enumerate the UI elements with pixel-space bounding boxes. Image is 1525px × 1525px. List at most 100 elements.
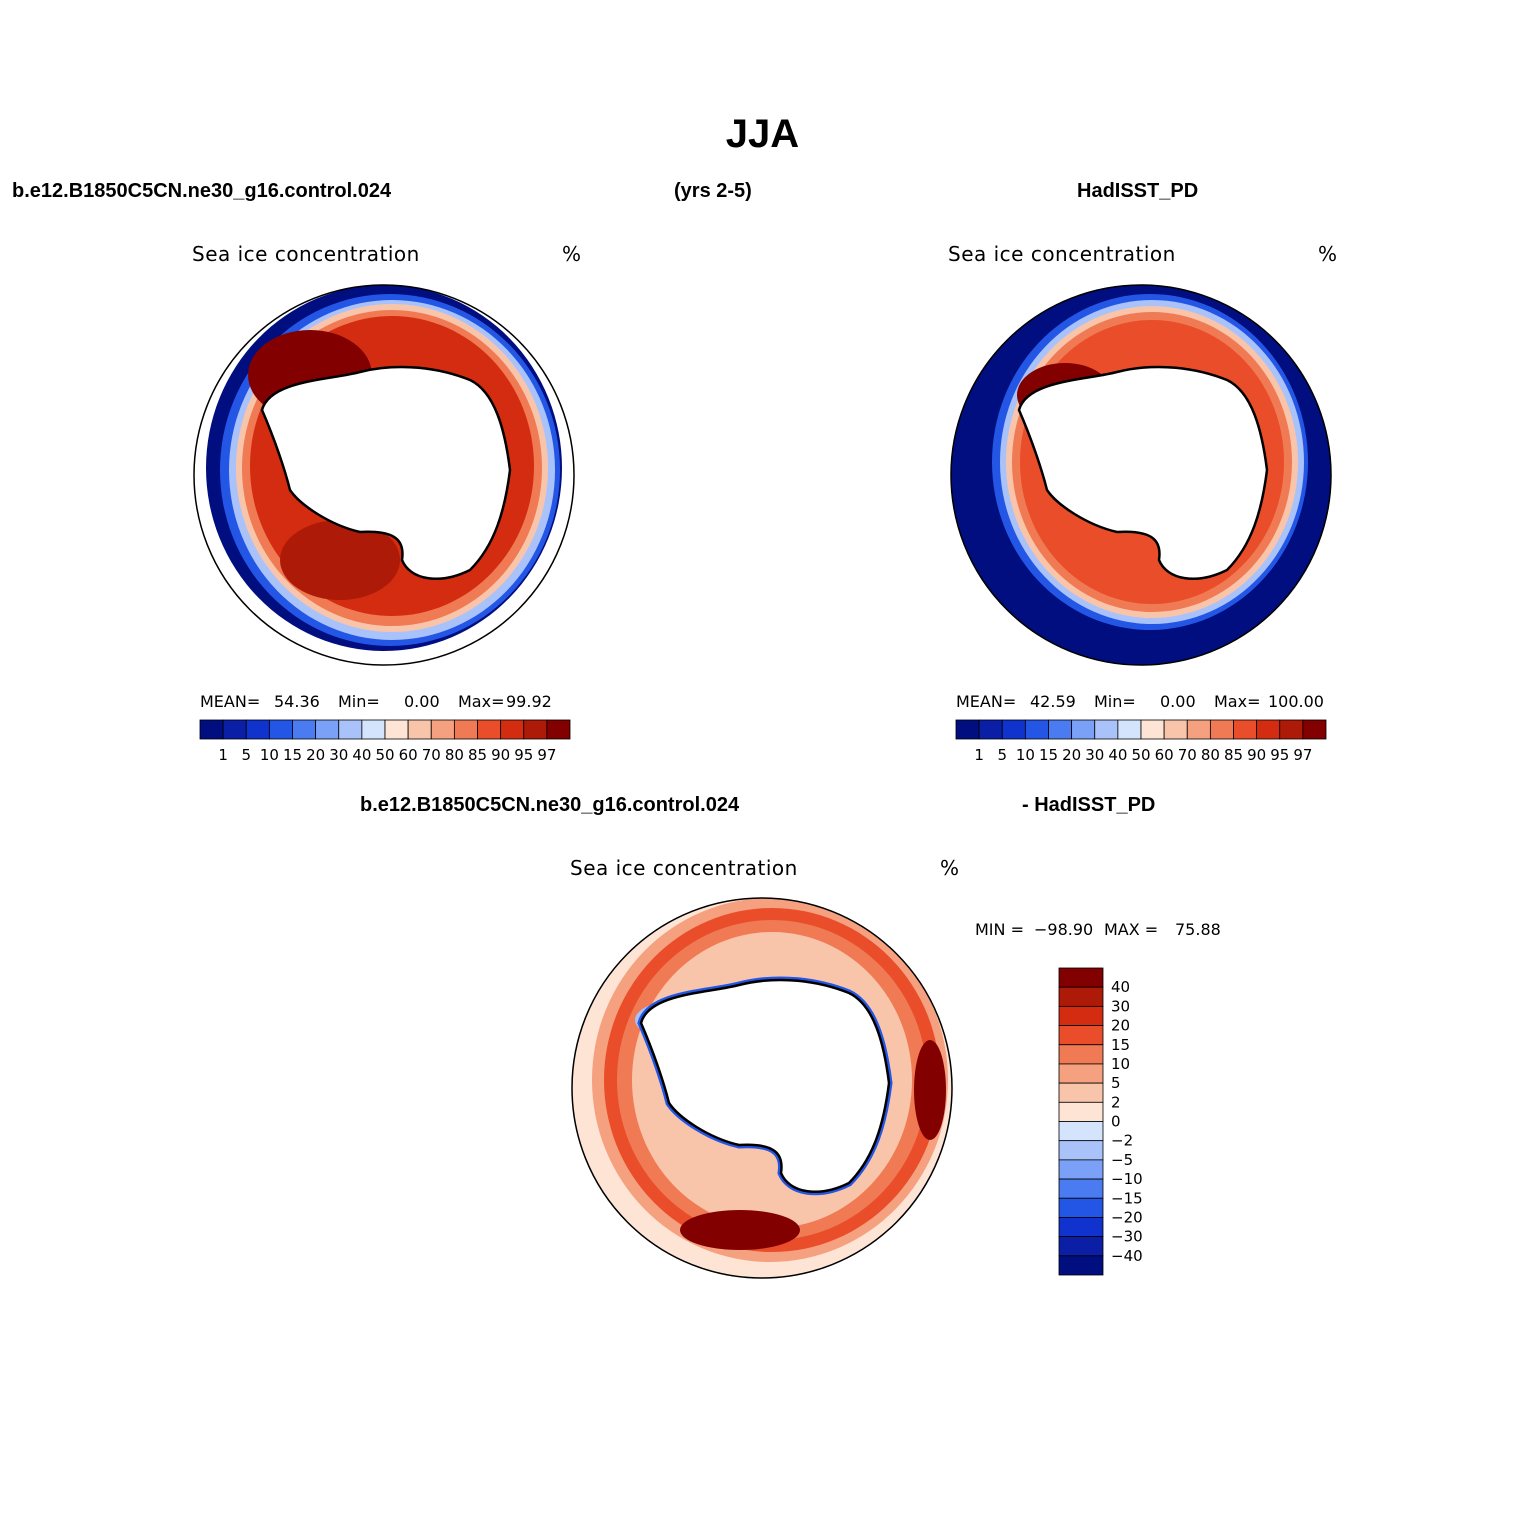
model-colorbar-swatch-10 bbox=[430, 719, 455, 740]
obs-colorbar-tick-label-7: 50 bbox=[1131, 746, 1150, 764]
bottom-left-header: b.e12.B1850C5CN.ne30_g16.control.024 bbox=[360, 794, 740, 816]
obs-units: % bbox=[1318, 242, 1338, 266]
diff-colorbar-swatch-0 bbox=[1058, 967, 1104, 988]
obs-colorbar-swatch-4 bbox=[1048, 719, 1073, 740]
model-colorbar-swatch-1 bbox=[222, 719, 247, 740]
model-colorbar-swatch-9 bbox=[407, 719, 432, 740]
diff-colorbar-tick-label-4: 10 bbox=[1111, 1055, 1130, 1073]
model-colorbar-tick-label-5: 30 bbox=[329, 746, 348, 764]
diff-colorbar-tick-label-1: 30 bbox=[1111, 997, 1130, 1015]
diff-colorbar-tick-label-9: −5 bbox=[1111, 1151, 1133, 1169]
obs-colorbar-swatch-10 bbox=[1186, 719, 1211, 740]
obs-colorbar-tick-label-6: 40 bbox=[1108, 746, 1127, 764]
obs-min-label: Min= bbox=[1094, 692, 1136, 711]
model-colorbar-tick-label-0: 1 bbox=[218, 746, 228, 764]
diff-map-border bbox=[571, 897, 953, 1279]
model-colorbar-tick-label-1: 5 bbox=[241, 746, 251, 764]
obs-colorbar-swatch-0 bbox=[955, 719, 980, 740]
obs-colorbar-swatch-12 bbox=[1233, 719, 1258, 740]
model-max-value: 99.92 bbox=[506, 692, 552, 711]
model-colorbar-swatch-3 bbox=[268, 719, 293, 740]
obs-colorbar-tick-label-2: 10 bbox=[1016, 746, 1035, 764]
diff-units: % bbox=[940, 856, 960, 880]
diff-colorbar-tick-label-11: −15 bbox=[1111, 1189, 1143, 1207]
obs-colorbar-tick-label-11: 85 bbox=[1224, 746, 1243, 764]
model-colorbar-swatch-14 bbox=[523, 719, 548, 740]
diff-colorbar-tick-label-12: −20 bbox=[1111, 1208, 1143, 1226]
model-colorbar-swatch-7 bbox=[361, 719, 386, 740]
model-polar-map bbox=[194, 285, 574, 665]
diff-colorbar-tick-label-2: 20 bbox=[1111, 1017, 1130, 1035]
obs-colorbar-swatch-1 bbox=[978, 719, 1003, 740]
diff-colorbar-tick-label-0: 40 bbox=[1111, 978, 1130, 996]
diff-colorbar-swatch-3 bbox=[1058, 1025, 1104, 1046]
obs-colorbar-swatch-3 bbox=[1024, 719, 1049, 740]
obs-colorbar-swatch-11 bbox=[1209, 719, 1234, 740]
model-antarctica-outline bbox=[260, 365, 512, 580]
model-colorbar-tick-label-13: 95 bbox=[514, 746, 533, 764]
obs-antarctica-outline bbox=[1017, 365, 1269, 580]
obs-colorbar-tick-label-14: 97 bbox=[1293, 746, 1312, 764]
model-colorbar-tick-label-2: 10 bbox=[260, 746, 279, 764]
obs-colorbar-swatch-13 bbox=[1256, 719, 1281, 740]
obs-colorbar-swatch-9 bbox=[1163, 719, 1188, 740]
model-colorbar-tick-label-6: 40 bbox=[352, 746, 371, 764]
diff-colorbar-swatch-9 bbox=[1058, 1140, 1104, 1161]
diff-colorbar-swatch-5 bbox=[1058, 1063, 1104, 1084]
diff-max-label: MAX = bbox=[1104, 920, 1159, 939]
model-min-value: 0.00 bbox=[404, 692, 440, 711]
diff-colorbar-swatch-10 bbox=[1058, 1159, 1104, 1180]
obs-colorbar: 1 5 10 15 20 30 40 50 60 70 80 85 90 95 97 bbox=[955, 719, 1327, 764]
diff-polar-map bbox=[572, 898, 952, 1278]
diff-colorbar-tick-label-10: −10 bbox=[1111, 1170, 1143, 1188]
model-colorbar-tick-label-4: 20 bbox=[306, 746, 325, 764]
obs-colorbar-tick-label-4: 20 bbox=[1062, 746, 1081, 764]
model-colorbar-swatch-2 bbox=[245, 719, 270, 740]
model-colorbar-swatch-13 bbox=[500, 719, 525, 740]
obs-colorbar-swatch-14 bbox=[1279, 719, 1304, 740]
diff-max-value: 75.88 bbox=[1175, 920, 1221, 939]
model-colorbar-tick-label-12: 90 bbox=[491, 746, 510, 764]
obs-colorbar-tick-label-3: 15 bbox=[1039, 746, 1058, 764]
obs-colorbar-tick-label-1: 5 bbox=[997, 746, 1007, 764]
obs-colorbar-tick-label-9: 70 bbox=[1178, 746, 1197, 764]
obs-colorbar-tick-label-8: 60 bbox=[1155, 746, 1174, 764]
diff-colorbar-tick-label-6: 2 bbox=[1111, 1093, 1121, 1111]
diff-colorbar-swatch-4 bbox=[1058, 1044, 1104, 1065]
model-variable-label: Sea ice concentration bbox=[192, 242, 420, 266]
model-colorbar-swatch-5 bbox=[315, 719, 340, 740]
obs-max-label: Max= bbox=[1214, 692, 1261, 711]
obs-colorbar-swatch-2 bbox=[1001, 719, 1026, 740]
obs-mean-label: MEAN= bbox=[956, 692, 1017, 711]
obs-colorbar-swatch-5 bbox=[1071, 719, 1096, 740]
obs-variable-label: Sea ice concentration bbox=[948, 242, 1176, 266]
diff-colorbar-swatch-12 bbox=[1058, 1197, 1104, 1218]
model-colorbar-swatch-12 bbox=[477, 719, 502, 740]
model-colorbar-tick-label-10: 80 bbox=[445, 746, 464, 764]
diff-colorbar-tick-label-3: 15 bbox=[1111, 1036, 1130, 1054]
obs-colorbar-tick-label-12: 90 bbox=[1247, 746, 1266, 764]
diff-colorbar-swatch-11 bbox=[1058, 1178, 1104, 1199]
model-units: % bbox=[562, 242, 582, 266]
diff-variable-label: Sea ice concentration bbox=[570, 856, 798, 880]
diff-colorbar-swatch-13 bbox=[1058, 1217, 1104, 1238]
diff-min-label: MIN = bbox=[975, 920, 1024, 939]
diff-colorbar-swatch-1 bbox=[1058, 986, 1104, 1007]
model-colorbar-tick-label-8: 60 bbox=[399, 746, 418, 764]
model-colorbar-swatch-11 bbox=[453, 719, 478, 740]
diff-colorbar-swatch-15 bbox=[1058, 1255, 1104, 1276]
diff-antarctica-outline bbox=[639, 978, 891, 1193]
obs-colorbar-swatch-6 bbox=[1094, 719, 1119, 740]
diff-colorbar-tick-label-7: 0 bbox=[1111, 1113, 1121, 1131]
obs-max-value: 100.00 bbox=[1268, 692, 1324, 711]
diff-colorbar-swatch-14 bbox=[1058, 1236, 1104, 1257]
top-left-header: b.e12.B1850C5CN.ne30_g16.control.024 bbox=[12, 180, 392, 202]
diff-colorbar-swatch-2 bbox=[1058, 1005, 1104, 1026]
obs-colorbar-swatch-15 bbox=[1302, 719, 1327, 740]
model-min-label: Min= bbox=[338, 692, 380, 711]
model-colorbar-tick-label-11: 85 bbox=[468, 746, 487, 764]
model-colorbar-swatch-4 bbox=[292, 719, 317, 740]
obs-polar-map bbox=[951, 285, 1331, 665]
